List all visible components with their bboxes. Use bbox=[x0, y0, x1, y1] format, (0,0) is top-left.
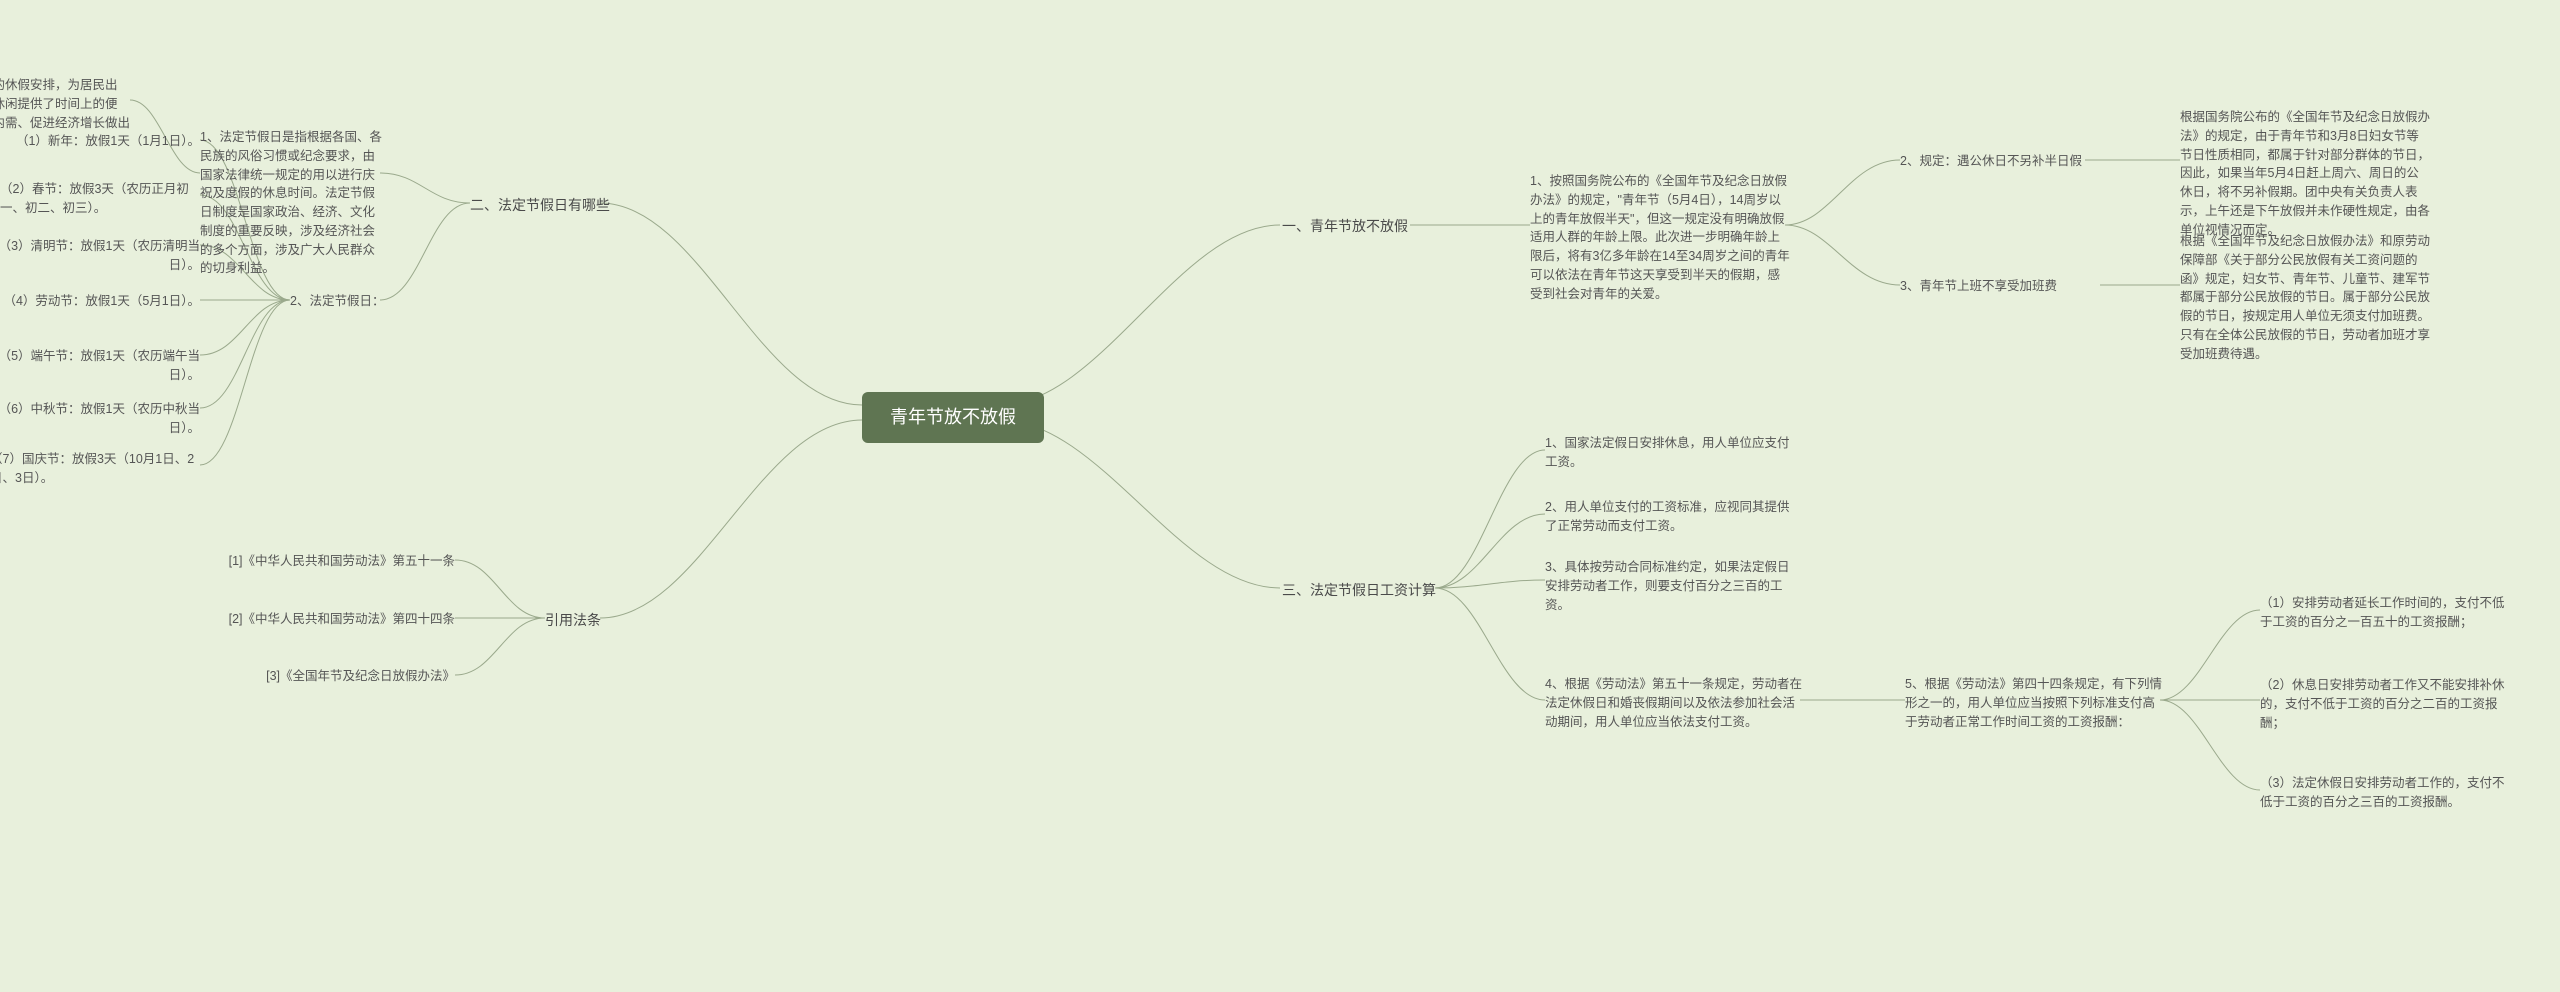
ref-r1: [1]《中华人民共和国劳动法》第五十一条 bbox=[205, 552, 455, 571]
ref-r3: [3]《全国年节及纪念日放假办法》 bbox=[205, 667, 455, 686]
branch-3: 三、法定节假日工资计算 bbox=[1282, 580, 1436, 601]
connector-lines bbox=[0, 0, 2560, 992]
b2-h1: （1）新年：放假1天（1月1日）。 bbox=[0, 132, 200, 151]
b2-h4: （4）劳动节：放假1天（5月1日）。 bbox=[0, 292, 200, 311]
b1-n2-detail: 根据国务院公布的《全国年节及纪念日放假办法》的规定，由于青年节和3月8日妇女节等… bbox=[2180, 108, 2430, 239]
b3-n5: 5、根据《劳动法》第四十四条规定，有下列情形之一的，用人单位应当按照下列标准支付… bbox=[1905, 675, 2163, 731]
b2-h7: （7）国庆节：放假3天（10月1日、2日、3日）。 bbox=[0, 450, 200, 488]
b2-h6: （6）中秋节：放假1天（农历中秋当日）。 bbox=[0, 400, 200, 438]
b3-n3: 3、具体按劳动合同标准约定，如果法定假日安排劳动者工作，则要支付百分之三百的工资… bbox=[1545, 558, 1795, 614]
b1-n3: 3、青年节上班不享受加班费 bbox=[1900, 277, 2057, 296]
b3-n4: 4、根据《劳动法》第五十一条规定，劳动者在法定休假日和婚丧假期间以及依法参加社会… bbox=[1545, 675, 1803, 731]
b3-n5-1: （1）安排劳动者延长工作时间的，支付不低于工资的百分之一百五十的工资报酬； bbox=[2260, 594, 2510, 632]
b3-n2: 2、用人单位支付的工资标准，应视同其提供了正常劳动而支付工资。 bbox=[1545, 498, 1795, 536]
b2-h3: （3）清明节：放假1天（农历清明当日）。 bbox=[0, 237, 200, 275]
b3-n5-2: （2）休息日安排劳动者工作又不能安排补休的，支付不低于工资的百分之二百的工资报酬… bbox=[2260, 676, 2510, 732]
center-node: 青年节放不放假 bbox=[862, 392, 1044, 443]
b2-h5: （5）端午节：放假1天（农历端午当日）。 bbox=[0, 347, 200, 385]
b2-n1: 1、法定节假日是指根据各国、各民族的风俗习惯或纪念要求，由国家法律统一规定的用以… bbox=[200, 128, 382, 278]
b3-n1: 1、国家法定假日安排休息，用人单位应支付工资。 bbox=[1545, 434, 1795, 472]
branch-1: 一、青年节放不放假 bbox=[1282, 216, 1408, 237]
b1-n2: 2、规定：遇公休日不另补半日假 bbox=[1900, 152, 2082, 171]
b2-h2: （2）春节：放假3天（农历正月初一、初二、初三）。 bbox=[0, 180, 200, 218]
branch-ref: 引用法条 bbox=[545, 610, 601, 631]
b1-n1: 1、按照国务院公布的《全国年节及纪念日放假办法》的规定，"青年节（5月4日），1… bbox=[1530, 172, 1790, 303]
b1-n3-detail: 根据《全国年节及纪念日放假办法》和原劳动保障部《关于部分公民放假有关工资问题的函… bbox=[2180, 232, 2430, 363]
b2-n2: 2、法定节假日： bbox=[290, 292, 384, 311]
branch-2: 二、法定节假日有哪些 bbox=[470, 195, 610, 216]
b3-n5-3: （3）法定休假日安排劳动者工作的，支付不低于工资的百分之三百的工资报酬。 bbox=[2260, 774, 2510, 812]
ref-r2: [2]《中华人民共和国劳动法》第四十四条 bbox=[205, 610, 455, 629]
